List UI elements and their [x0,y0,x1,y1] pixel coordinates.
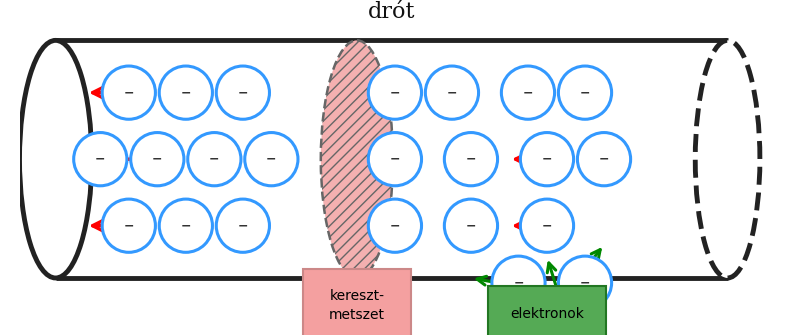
Ellipse shape [578,133,630,186]
Ellipse shape [368,133,422,186]
Text: −: − [523,86,534,99]
Text: −: − [390,153,400,166]
Ellipse shape [245,133,298,186]
Ellipse shape [188,133,241,186]
Text: −: − [390,219,400,232]
Ellipse shape [520,133,574,186]
Text: −: − [580,86,590,99]
Ellipse shape [159,66,212,119]
Ellipse shape [445,199,497,252]
Text: −: − [541,219,552,232]
Text: −: − [238,86,248,99]
Text: −: − [266,153,276,166]
Ellipse shape [559,256,611,309]
Text: −: − [180,219,191,232]
Text: kereszt-
metszet: kereszt- metszet [329,289,385,322]
Ellipse shape [216,66,269,119]
FancyBboxPatch shape [303,269,411,335]
Text: drót: drót [368,1,416,23]
Text: −: − [95,153,105,166]
Ellipse shape [425,66,478,119]
Text: −: − [466,219,476,232]
Text: −: − [466,153,476,166]
Ellipse shape [559,66,611,119]
Ellipse shape [520,199,574,252]
Ellipse shape [102,199,155,252]
Text: −: − [599,153,609,166]
Ellipse shape [159,199,212,252]
Ellipse shape [445,133,497,186]
Text: elektronok: elektronok [510,307,584,321]
Text: −: − [152,153,163,166]
Text: −: − [209,153,220,166]
Text: −: − [124,86,134,99]
Ellipse shape [74,133,127,186]
Ellipse shape [368,66,422,119]
Ellipse shape [368,199,422,252]
Text: −: − [124,219,134,232]
Ellipse shape [216,199,269,252]
Ellipse shape [321,41,393,278]
Text: −: − [447,86,457,99]
FancyBboxPatch shape [488,285,606,335]
Ellipse shape [695,41,760,278]
Text: −: − [513,276,523,289]
Text: −: − [390,86,400,99]
Text: −: − [238,219,248,232]
Ellipse shape [501,66,555,119]
Text: −: − [580,276,590,289]
Ellipse shape [102,66,155,119]
Ellipse shape [492,256,545,309]
Text: −: − [541,153,552,166]
Ellipse shape [131,133,184,186]
Ellipse shape [20,41,92,278]
Text: −: − [180,86,191,99]
